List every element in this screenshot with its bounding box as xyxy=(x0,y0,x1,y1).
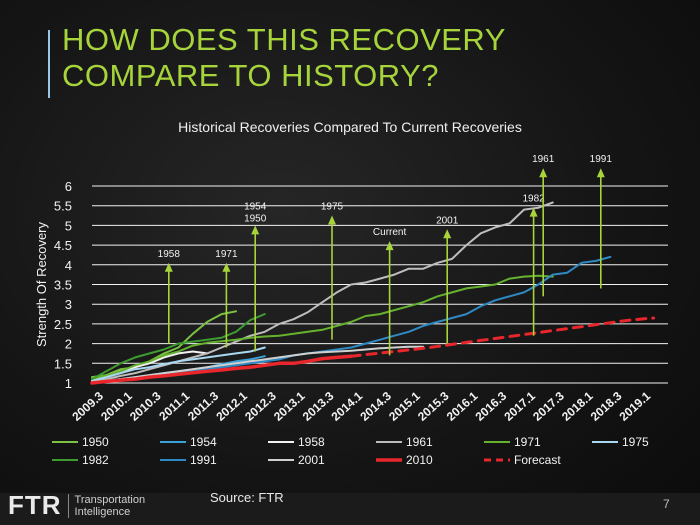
legend-label-1982: 1982 xyxy=(82,453,109,467)
x-tick-label: 2012.3 xyxy=(242,389,279,424)
legend-label-1950: 1950 xyxy=(82,435,109,449)
source-note: Source: FTR xyxy=(210,490,284,505)
legend-label-1971: 1971 xyxy=(514,435,541,449)
y-tick-label: 4.5 xyxy=(54,238,72,253)
x-tick-label: 2014.1 xyxy=(329,389,366,424)
x-tick-label: 2016.1 xyxy=(444,389,481,424)
slide-title: HOW DOES THIS RECOVERY COMPARE TO HISTOR… xyxy=(62,22,506,94)
x-tick-label: 2016.3 xyxy=(473,389,510,424)
legend-label-1991: 1991 xyxy=(190,453,217,467)
x-tick-label: 2019.1 xyxy=(617,389,654,424)
annotation-label-current: Current xyxy=(373,227,407,238)
chart-title: Historical Recoveries Compared To Curren… xyxy=(178,119,522,135)
annotation-arrowhead xyxy=(328,215,336,225)
legend-label-1954: 1954 xyxy=(190,435,217,449)
footer-bar xyxy=(0,493,700,525)
x-tick-label: 2017.1 xyxy=(501,389,538,424)
y-tick-label: 3.5 xyxy=(54,278,72,293)
y-tick-label: 5.5 xyxy=(54,199,72,214)
y-tick-label: 5 xyxy=(65,218,72,233)
x-tick-label: 2018.3 xyxy=(588,389,625,424)
series-line-1950 xyxy=(91,310,237,379)
annotation-arrowhead xyxy=(251,225,260,235)
y-tick-label: 3 xyxy=(65,297,72,312)
annotation-label-2001: 2001 xyxy=(436,215,459,226)
slide-title-line-1: HOW DOES THIS RECOVERY xyxy=(62,22,506,57)
annotation-label-1958: 1958 xyxy=(158,249,181,260)
legend-label-1958: 1958 xyxy=(298,435,325,449)
logo-line-2: Intelligence xyxy=(74,505,131,518)
annotation-arrowhead xyxy=(164,262,173,272)
legend-label-2001: 2001 xyxy=(298,453,325,467)
slide-title-line-2: COMPARE TO HISTORY? xyxy=(62,58,440,93)
y-tick-label: 2.5 xyxy=(54,317,72,332)
annotation-label-1991: 1991 xyxy=(590,154,613,165)
x-tick-label: 2018.1 xyxy=(559,389,596,424)
annotation-arrowhead xyxy=(596,168,605,178)
series-line-forecast xyxy=(349,316,656,358)
page-number: 7 xyxy=(663,497,670,511)
ftr-logo: FTR Transportation Intelligence xyxy=(8,490,145,521)
annotation-label-1961: 1961 xyxy=(532,154,555,165)
title-accent-bar xyxy=(48,30,50,98)
series-line-1975 xyxy=(91,346,266,382)
x-tick-label: 2011.3 xyxy=(185,389,221,424)
x-tick-label: 2010.3 xyxy=(127,389,164,424)
annotation-arrowhead xyxy=(222,262,231,272)
y-axis-label: Strength Of Recovery xyxy=(34,222,49,347)
x-tick-label: 2014.3 xyxy=(357,389,394,424)
series-line-1971 xyxy=(91,274,554,381)
logo-divider xyxy=(67,493,69,518)
annotation-arrowhead xyxy=(385,241,394,251)
annotation-label-1954: 1954 xyxy=(244,201,267,212)
legend-label-2010: 2010 xyxy=(406,453,433,467)
y-tick-label: 2 xyxy=(65,337,72,352)
y-tick-label: 6 xyxy=(65,179,72,194)
x-tick-label: 2009.3 xyxy=(69,389,106,424)
annotation-label-1975: 1975 xyxy=(321,202,344,213)
annotation-label-1982: 1982 xyxy=(522,194,545,205)
series-line-1982 xyxy=(91,313,266,381)
annotation-arrowhead xyxy=(539,168,548,178)
annotation-label-1971: 1971 xyxy=(215,249,238,260)
x-tick-label: 2013.3 xyxy=(300,389,337,424)
x-tick-label: 2010.1 xyxy=(98,389,135,424)
legend-label-1961: 1961 xyxy=(406,435,433,449)
x-tick-label: 2017.3 xyxy=(530,389,567,424)
y-tick-label: 1.5 xyxy=(54,356,72,371)
x-tick-label: 2011.1 xyxy=(156,389,192,424)
annotation-label-1950: 1950 xyxy=(244,213,267,224)
y-tick-label: 1 xyxy=(65,376,72,391)
annotation-arrowhead xyxy=(443,229,452,239)
x-tick-label: 2012.1 xyxy=(213,389,250,424)
ftr-logo-mark: FTR xyxy=(8,490,62,520)
series-line-2001 xyxy=(91,345,425,383)
series-line-2010 xyxy=(90,354,353,385)
x-tick-label: 2015.3 xyxy=(415,389,452,424)
legend-label-1975: 1975 xyxy=(622,435,649,449)
logo-line-1: Transportation xyxy=(74,493,146,506)
legend-label-forecast: Forecast xyxy=(514,453,561,467)
x-tick-label: 2015.1 xyxy=(386,389,423,424)
ftr-logo-text: Transportation Intelligence xyxy=(75,494,146,518)
x-tick-label: 2013.1 xyxy=(271,389,308,424)
annotation-arrowhead xyxy=(529,207,538,217)
y-tick-label: 4 xyxy=(65,258,72,273)
